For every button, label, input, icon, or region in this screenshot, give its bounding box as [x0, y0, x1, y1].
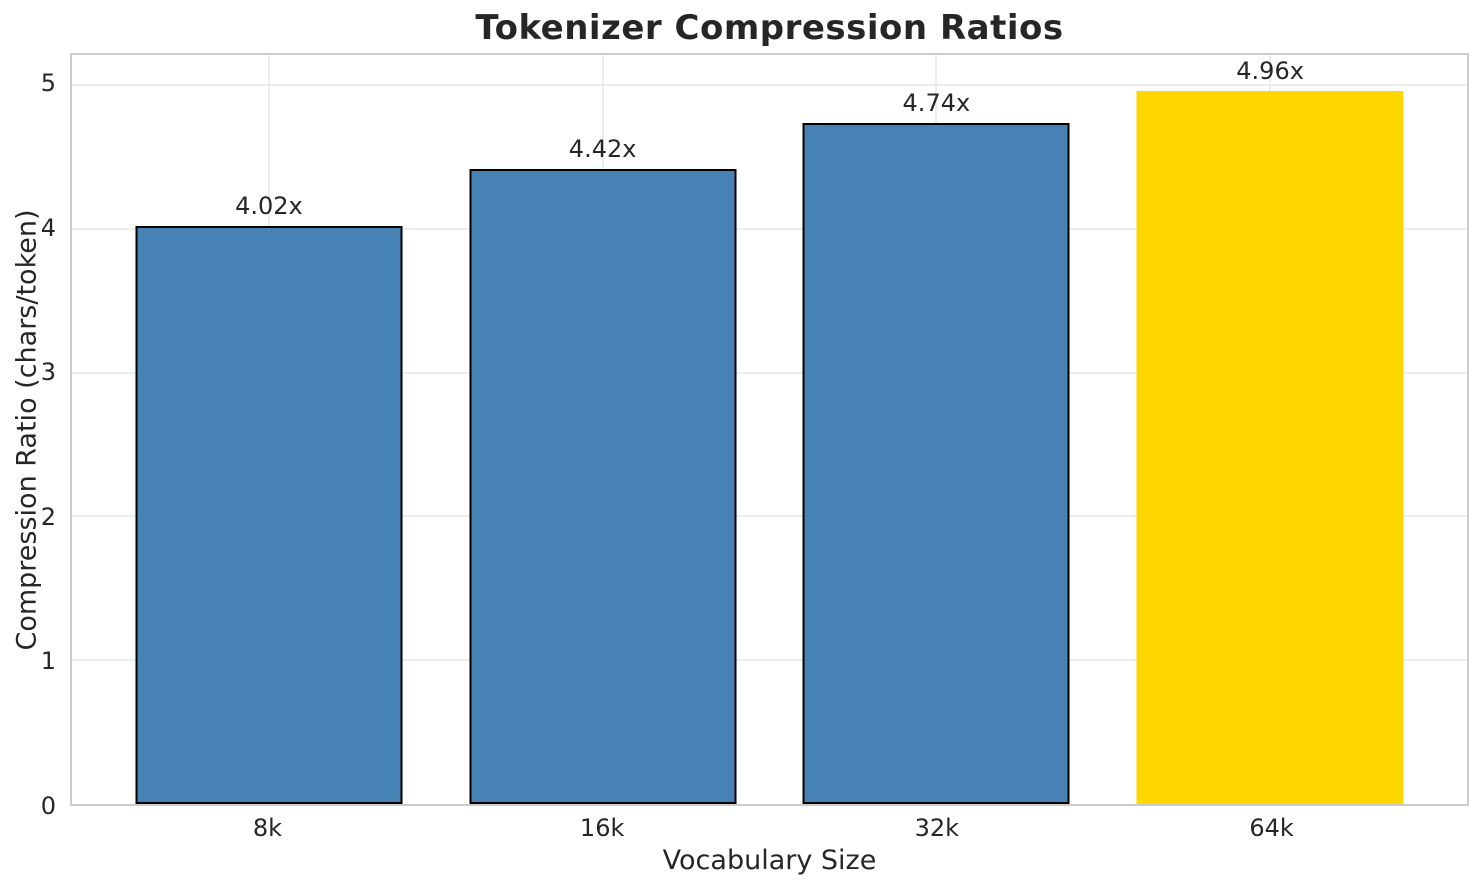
- y-tick-label: 4: [40, 213, 56, 242]
- y-tick-label: 2: [40, 502, 56, 531]
- x-tick-label: 64k: [1249, 814, 1294, 842]
- x-tick-label: 32k: [914, 814, 960, 842]
- x-axis-label: Vocabulary Size: [662, 845, 877, 876]
- bar: [469, 168, 737, 804]
- chart-title: Tokenizer Compression Ratios: [475, 8, 1064, 48]
- bar-value-label: 4.96x: [1236, 56, 1304, 85]
- h-gridline: [72, 84, 1467, 87]
- x-tick-label: 16k: [579, 814, 625, 842]
- h-gridline: [72, 227, 1467, 230]
- y-tick-label: 3: [40, 358, 56, 387]
- y-tick-label: 0: [40, 792, 56, 820]
- y-axis: 0 1 2 3 4 5: [0, 53, 56, 818]
- x-tick-label: 8k: [252, 814, 283, 842]
- bar: [802, 122, 1070, 804]
- h-gridline: [72, 515, 1467, 518]
- x-axis: 8k 16k 32k 64k: [70, 810, 1469, 846]
- y-tick-label: 5: [40, 69, 56, 98]
- bar-value-label: 4.02x: [235, 192, 303, 221]
- bar-value-label: 4.42x: [568, 134, 637, 163]
- bar: [135, 226, 403, 804]
- y-tick-label: 1: [40, 647, 56, 676]
- h-gridline: [72, 371, 1467, 374]
- h-gridline: [72, 659, 1467, 662]
- bar: [1136, 90, 1404, 804]
- plot-area: 4.02x 4.42x 4.74x 4.96x: [70, 53, 1469, 806]
- bar-value-label: 4.74x: [902, 88, 971, 117]
